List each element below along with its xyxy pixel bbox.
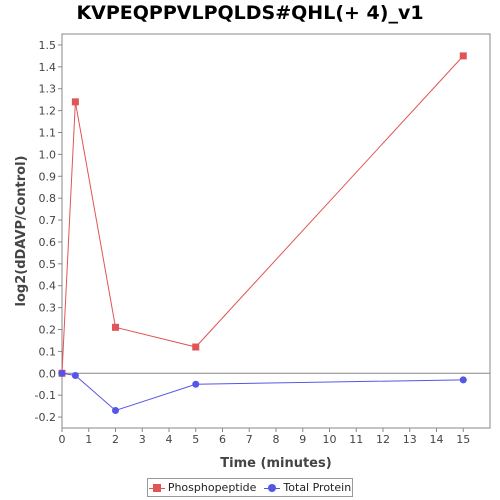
y-tick-label: 0.1 [39, 345, 57, 358]
y-tick-label: 0.9 [39, 170, 57, 183]
series-layer [58, 52, 467, 414]
y-tick-label: 0.3 [39, 302, 57, 315]
data-point-phosphopeptide [112, 323, 119, 331]
legend: Phosphopeptide Total Protein [147, 478, 353, 497]
data-point-total-protein [459, 376, 467, 384]
axis-layer: 0 1 2 3 4 5 6 7 8 9 10 11 12 13 14 15-0.2-0.10.00.10.20… [35, 39, 471, 446]
y-tick-label: 0.7 [39, 214, 57, 227]
data-point-phosphopeptide [192, 343, 200, 351]
x-tick-label: 7 [246, 433, 253, 446]
y-tick-label: 1.4 [39, 61, 57, 74]
data-point-total-protein [192, 380, 200, 388]
legend-label-phosphopeptide: Phosphopeptide [167, 481, 257, 494]
y-tick-label: 0.0 [39, 367, 57, 380]
x-tick-label: 14 [430, 433, 444, 446]
y-tick-label: 0.5 [39, 258, 57, 271]
y-tick-label: -0.2 [35, 411, 56, 424]
y-tick-label: 1.0 [39, 148, 57, 161]
y-tick-label: 1.1 [39, 127, 57, 140]
x-tick-label: 1 [85, 433, 92, 446]
circle-marker-icon [264, 483, 281, 492]
y-tick-label: 1.5 [39, 39, 57, 52]
square-marker-icon [148, 483, 165, 492]
x-tick-label: 15 [456, 433, 470, 446]
y-tick-label: 0.6 [39, 236, 57, 249]
y-tick-label: 0.8 [39, 192, 57, 205]
y-tick-label: 1.3 [39, 83, 57, 96]
plot-area [61, 33, 491, 429]
x-tick-label: 5 [192, 433, 199, 446]
data-point-phosphopeptide [459, 52, 467, 60]
legend-item-total-protein: Total Protein [264, 481, 351, 494]
x-tick-label: 9 [299, 433, 306, 446]
data-point-total-protein [71, 371, 79, 379]
data-point-phosphopeptide [71, 98, 79, 106]
legend-item-phosphopeptide: Phosphopeptide [148, 481, 257, 494]
y-tick-label: 0.2 [39, 324, 57, 337]
data-point-total-protein [112, 406, 119, 414]
x-axis-title: Time (minutes) [220, 456, 331, 471]
x-tick-label: 10 [323, 433, 337, 446]
legend-square [152, 483, 161, 492]
y-tick-label: 0.4 [39, 280, 57, 293]
x-tick-label: 0 [59, 433, 66, 446]
x-tick-label: 2 [112, 433, 119, 446]
legend-dot [268, 483, 277, 492]
chart-title: KVPEQPPVLPQLDS#QHL(+ 4)_v1 [76, 2, 424, 24]
x-tick-label: 8 [273, 433, 280, 446]
x-tick-label: 11 [349, 433, 363, 446]
y-tick-label: -0.1 [35, 389, 56, 402]
legend-label-total-protein: Total Protein [283, 481, 352, 494]
y-axis-title: log2(dDAVP/Control) [14, 156, 29, 307]
x-tick-label: 13 [403, 433, 417, 446]
x-tick-label: 4 [166, 433, 173, 446]
data-point-total-protein [58, 369, 66, 377]
x-tick-label: 3 [139, 433, 146, 446]
y-tick-label: 1.2 [39, 105, 57, 118]
x-tick-label: 12 [376, 433, 390, 446]
x-tick-label: 6 [219, 433, 226, 446]
